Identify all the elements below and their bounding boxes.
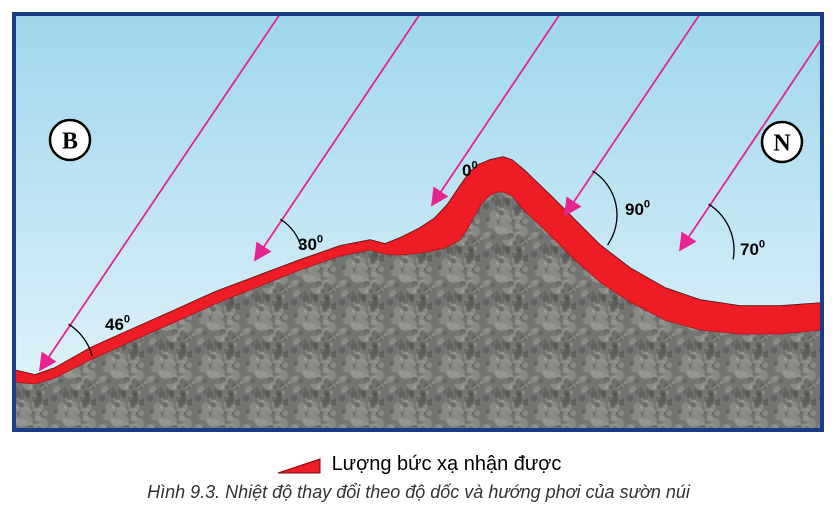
legend-text: Lượng bức xạ nhận được (332, 453, 562, 476)
diagram-container: 46030000900700BN Lượng bức xạ nhận được … (0, 0, 837, 517)
side-marker-label: N (773, 130, 791, 156)
figure-caption: Hình 9.3. Nhiệt độ thay đổi theo độ dốc … (0, 482, 837, 503)
legend-triangle-icon (278, 459, 320, 473)
side-marker-label: B (62, 128, 78, 154)
caption-area: Lượng bức xạ nhận được Hình 9.3. Nhiệt đ… (0, 445, 837, 517)
mountain-radiation-diagram: 46030000900700BN (0, 0, 837, 517)
legend-swatch (276, 455, 322, 475)
legend: Lượng bức xạ nhận được (0, 453, 837, 476)
